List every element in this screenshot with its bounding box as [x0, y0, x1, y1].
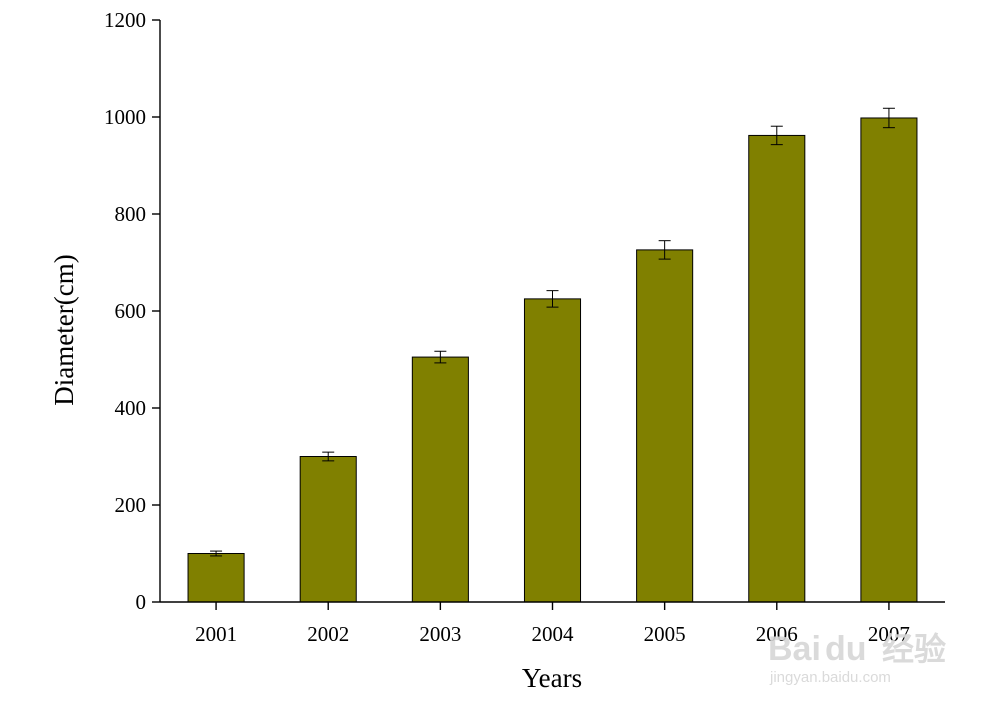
y-tick-label: 400 — [115, 396, 147, 420]
error-bar-2006 — [770, 125, 783, 146]
y-tick-label: 200 — [115, 493, 147, 517]
bar-2007 — [860, 117, 918, 603]
error-bar-2001 — [210, 550, 223, 557]
bar-2005 — [636, 249, 694, 603]
error-bar-2007 — [882, 107, 895, 129]
error-bar-2002 — [322, 451, 335, 462]
bar-2003 — [411, 356, 469, 603]
y-axis-ticks: 0 200 400 600 800 1000 1200 — [104, 8, 160, 614]
y-tick-label: 800 — [115, 202, 147, 226]
error-bar-2003 — [434, 350, 447, 364]
y-tick-label: 600 — [115, 299, 147, 323]
bar-2006 — [748, 134, 806, 603]
x-tick-label-2006: 2006 — [756, 622, 798, 646]
bar-2001 — [187, 553, 245, 603]
x-tick-label-2004: 2004 — [532, 622, 575, 646]
error-bar-2005 — [658, 240, 671, 260]
y-axis-title: Diameter(cm) — [49, 254, 79, 405]
watermark-brand-cn: 经验 — [882, 631, 946, 667]
x-tick-label-2002: 2002 — [307, 622, 349, 646]
y-tick-label: 0 — [136, 590, 147, 614]
bar-2004 — [523, 298, 582, 603]
y-tick-label: 1200 — [104, 8, 146, 32]
bars — [187, 117, 918, 603]
watermark-brand: Bai — [768, 630, 821, 668]
watermark-brand-paw: du — [825, 630, 867, 668]
watermark: Bai du 经验 jingyan.baidu.com — [768, 630, 946, 686]
x-axis-ticks: 2001 2002 2003 2004 2005 2006 2007 — [195, 602, 910, 646]
error-bars — [210, 107, 895, 557]
y-tick-label: 1000 — [104, 105, 146, 129]
error-bar-2004 — [546, 290, 559, 308]
bar-2002 — [299, 456, 357, 603]
x-tick-label-2005: 2005 — [644, 622, 686, 646]
x-tick-label-2001: 2001 — [195, 622, 237, 646]
x-axis-title: Years — [522, 663, 582, 693]
watermark-url: jingyan.baidu.com — [769, 669, 891, 686]
x-tick-label-2007: 2007 — [868, 622, 910, 646]
x-tick-label-2003: 2003 — [419, 622, 461, 646]
